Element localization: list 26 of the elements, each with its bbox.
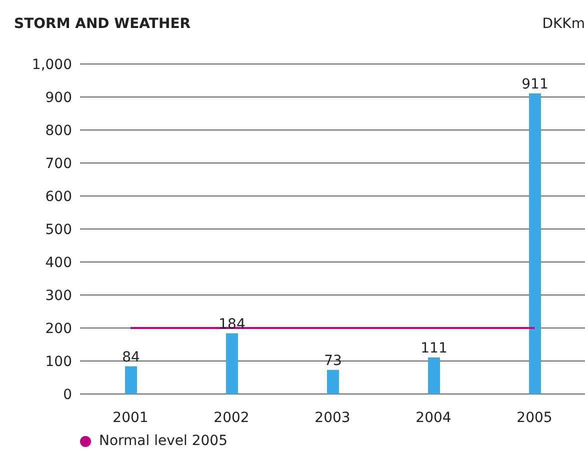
y-axis-title: DKKm xyxy=(542,16,585,32)
y-tick-label: 400 xyxy=(45,254,72,271)
y-tick-label: 700 xyxy=(45,156,72,172)
y-tick-label: 200 xyxy=(45,320,72,337)
y-tick-label: 0 xyxy=(63,386,72,403)
x-tick-label: 2001 xyxy=(112,410,148,426)
y-tick-label: 100 xyxy=(45,354,72,370)
data-label: 911 xyxy=(522,76,548,92)
x-tick-label: 2004 xyxy=(416,410,452,426)
chart-title: STORM AND WEATHER xyxy=(13,16,191,32)
y-tick-label: 800 xyxy=(45,122,72,139)
y-tick-label: 900 xyxy=(45,90,72,106)
y-tick-label: 1,000 xyxy=(32,56,72,73)
bar xyxy=(226,333,238,394)
bar xyxy=(428,357,440,394)
legend-label: Normal level 2005 xyxy=(99,433,228,449)
x-tick-label: 2003 xyxy=(314,410,350,426)
data-label: 111 xyxy=(420,340,448,356)
y-tick-label: 300 xyxy=(45,288,72,304)
x-tick-label: 2005 xyxy=(516,410,552,426)
x-tick-label: 2002 xyxy=(214,410,250,426)
bar xyxy=(125,366,137,394)
bar xyxy=(327,370,339,394)
y-tick-label: 500 xyxy=(45,222,72,238)
y-tick-label: 600 xyxy=(45,188,72,205)
bar xyxy=(529,93,541,394)
